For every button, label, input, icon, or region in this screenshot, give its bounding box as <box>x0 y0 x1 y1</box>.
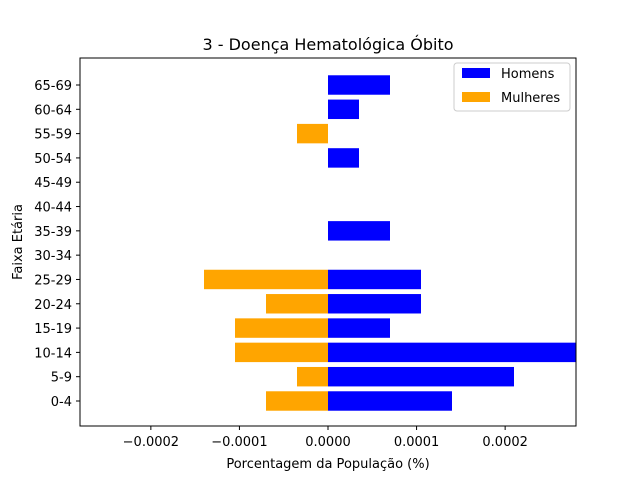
y-tick-label: 20-24 <box>34 298 72 313</box>
y-tick-label: 30-34 <box>34 249 72 264</box>
x-tick-label: 0.0002 <box>482 435 528 450</box>
legend-swatch-homens <box>462 68 490 78</box>
bar-mulheres-20-24 <box>266 294 328 314</box>
legend: Homens Mulheres <box>453 62 571 112</box>
bar-homens-10-14 <box>328 342 576 363</box>
bar-homens-65-69 <box>328 75 390 95</box>
legend-label-mulheres: Mulheres <box>501 91 560 106</box>
y-tick-label: 35-39 <box>34 225 72 240</box>
x-tick-label: −0.0001 <box>211 435 267 450</box>
y-tick-label: 0-4 <box>51 395 72 410</box>
y-tick-label: 15-19 <box>34 322 72 337</box>
x-tick-label: 0.0000 <box>305 435 351 450</box>
bars-group <box>204 75 576 411</box>
bar-mulheres-15-19 <box>235 318 328 338</box>
bar-homens-0-4 <box>328 391 452 411</box>
chart-title: 3 - Doença Hematológica Óbito <box>202 35 453 54</box>
y-tick-label: 45-49 <box>34 176 72 191</box>
bar-mulheres-5-9 <box>297 366 328 387</box>
bar-homens-5-9 <box>328 366 514 387</box>
x-axis-ticks: −0.0002 −0.0001 0.0000 0.0001 0.0002 <box>123 426 528 450</box>
bar-mulheres-10-14 <box>235 342 328 363</box>
bar-mulheres-55-59 <box>297 123 328 144</box>
x-axis-label: Porcentagem da População (%) <box>226 457 429 472</box>
y-axis-ticks: 0-4 5-9 10-14 15-19 20-24 25-29 30-34 35-39 40-4… <box>34 79 80 410</box>
y-tick-label: 25-29 <box>34 273 72 288</box>
bar-homens-25-29 <box>328 269 421 290</box>
y-tick-label: 60-64 <box>34 103 72 118</box>
y-tick-label: 5-9 <box>51 371 72 386</box>
bar-homens-35-39 <box>328 221 390 241</box>
x-tick-label: 0.0001 <box>394 435 440 450</box>
y-tick-label: 65-69 <box>34 79 72 94</box>
bar-homens-20-24 <box>328 294 421 314</box>
legend-label-homens: Homens <box>501 67 555 82</box>
bar-mulheres-25-29 <box>204 269 328 290</box>
y-axis-label: Faixa Etária <box>11 204 26 280</box>
legend-swatch-mulheres <box>462 92 490 102</box>
y-tick-label: 10-14 <box>34 346 72 361</box>
bar-homens-50-54 <box>328 148 359 168</box>
x-tick-label: −0.0002 <box>123 435 179 450</box>
y-tick-label: 50-54 <box>34 152 72 167</box>
bar-homens-15-19 <box>328 318 390 338</box>
y-tick-label: 40-44 <box>34 201 72 216</box>
bar-mulheres-0-4 <box>266 391 328 411</box>
bar-homens-60-64 <box>328 99 359 120</box>
y-tick-label: 55-59 <box>34 128 72 143</box>
